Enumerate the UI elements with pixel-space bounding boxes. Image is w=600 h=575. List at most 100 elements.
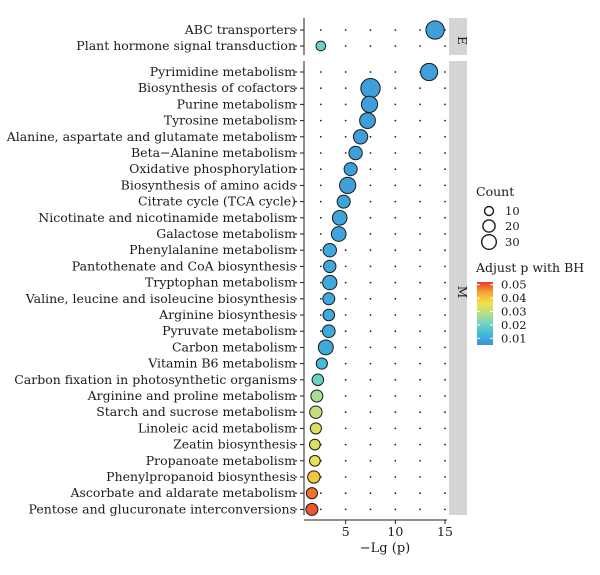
grid-dot: [444, 135, 446, 138]
grid-dot: [319, 281, 322, 284]
grid-dot: [444, 184, 446, 187]
x-axis: −Lg (p) 5 10 15: [304, 519, 453, 556]
x-tick-label: 10: [387, 524, 403, 539]
grid-dot: [319, 265, 322, 268]
category-label: Nicotinate and nicotinamide metabolism: [38, 210, 296, 225]
data-point: [322, 292, 336, 306]
grid-dot: [295, 330, 297, 333]
grid-dot: [295, 119, 297, 122]
grid-dot: [344, 508, 347, 511]
color-legend-label: 0.05: [501, 278, 527, 292]
grid-dot: [394, 249, 397, 252]
grid-dot: [295, 45, 297, 47]
data-points: [305, 20, 445, 516]
category-label: Biosynthesis of cofactors: [138, 80, 296, 95]
grid-dot: [419, 427, 422, 430]
grid-dot: [394, 135, 397, 138]
grid-dot: [444, 314, 446, 316]
grid-dot: [319, 233, 322, 235]
data-point: [348, 145, 363, 161]
data-point: [339, 176, 357, 195]
grid-dot: [295, 508, 297, 511]
grid-dot: [394, 152, 397, 154]
grid-dot: [419, 362, 422, 365]
grid-dot: [319, 249, 322, 252]
grid-dot: [344, 45, 347, 47]
grid-dot: [344, 265, 347, 268]
grid-dot: [369, 200, 372, 203]
data-point: [309, 422, 322, 435]
grid-dot: [394, 492, 397, 495]
data-point: [360, 78, 381, 99]
data-point: [307, 470, 321, 484]
data-point: [322, 242, 337, 258]
grid-dot: [295, 297, 297, 300]
data-point: [305, 502, 319, 516]
grid-dot: [369, 378, 372, 381]
legends: Count Adjust p with BH 1020300.050.040.0…: [475, 184, 584, 345]
category-label: Biosynthesis of amino acids: [121, 177, 296, 192]
data-point: [419, 62, 439, 82]
data-point: [352, 129, 369, 145]
grid-dot: [295, 200, 297, 203]
grid-dot: [295, 249, 297, 252]
grid-dot: [344, 119, 347, 122]
grid-dot: [419, 265, 422, 268]
size-legend-label: 10: [505, 204, 520, 218]
grid-dot: [369, 411, 372, 414]
category-label: Galactose metabolism: [156, 226, 296, 241]
grid-dot: [344, 459, 347, 462]
category-label: Arginine and proline metabolism: [87, 388, 297, 403]
grid-dot: [444, 346, 446, 349]
grid-dot: [394, 346, 397, 349]
category-label: Linoleic acid metabolism: [138, 420, 296, 435]
grid-dot: [295, 216, 297, 219]
grid-dot: [419, 200, 422, 203]
grid-dot: [444, 168, 446, 171]
grid-dot: [394, 233, 397, 235]
category-label: Carbon metabolism: [172, 339, 296, 354]
grid-dot: [295, 265, 297, 268]
grid-dot: [419, 249, 422, 252]
grid-dot: [369, 281, 372, 284]
grid-dot: [444, 297, 446, 300]
grid-dot: [369, 152, 372, 154]
grid-dot: [344, 314, 347, 316]
category-label: Arginine biosynthesis: [158, 307, 296, 322]
grid-dot: [369, 168, 372, 171]
grid-dot: [444, 216, 446, 219]
grid-dot: [319, 492, 322, 495]
data-point: [331, 209, 348, 226]
grid-dot: [369, 297, 372, 300]
x-tick-label: 15: [437, 524, 453, 539]
grid-dot: [369, 330, 372, 333]
grid-dot: [319, 168, 322, 171]
gridlines: [295, 29, 446, 511]
size-legend-title: Count: [476, 184, 514, 199]
grid-dot: [394, 395, 397, 397]
x-axis-label: −Lg (p): [360, 541, 410, 556]
grid-dot: [419, 443, 422, 446]
grid-dot: [419, 346, 422, 349]
grid-dot: [319, 119, 322, 122]
grid-dot: [344, 411, 347, 414]
category-label: Propanoate metabolism: [146, 453, 296, 468]
data-point: [336, 194, 351, 209]
data-point: [322, 308, 336, 322]
grid-dot: [444, 427, 446, 430]
grid-dot: [394, 71, 397, 73]
grid-dot: [394, 314, 397, 316]
grid-dot: [295, 152, 297, 154]
grid-dot: [419, 297, 422, 300]
grid-dot: [419, 378, 422, 381]
grid-dot: [444, 119, 446, 122]
grid-dot: [344, 281, 347, 284]
grid-dot: [444, 249, 446, 252]
data-point: [315, 357, 328, 370]
data-point: [323, 259, 337, 274]
grid-dot: [419, 87, 422, 90]
data-point: [321, 324, 336, 339]
grid-dot: [419, 395, 422, 397]
